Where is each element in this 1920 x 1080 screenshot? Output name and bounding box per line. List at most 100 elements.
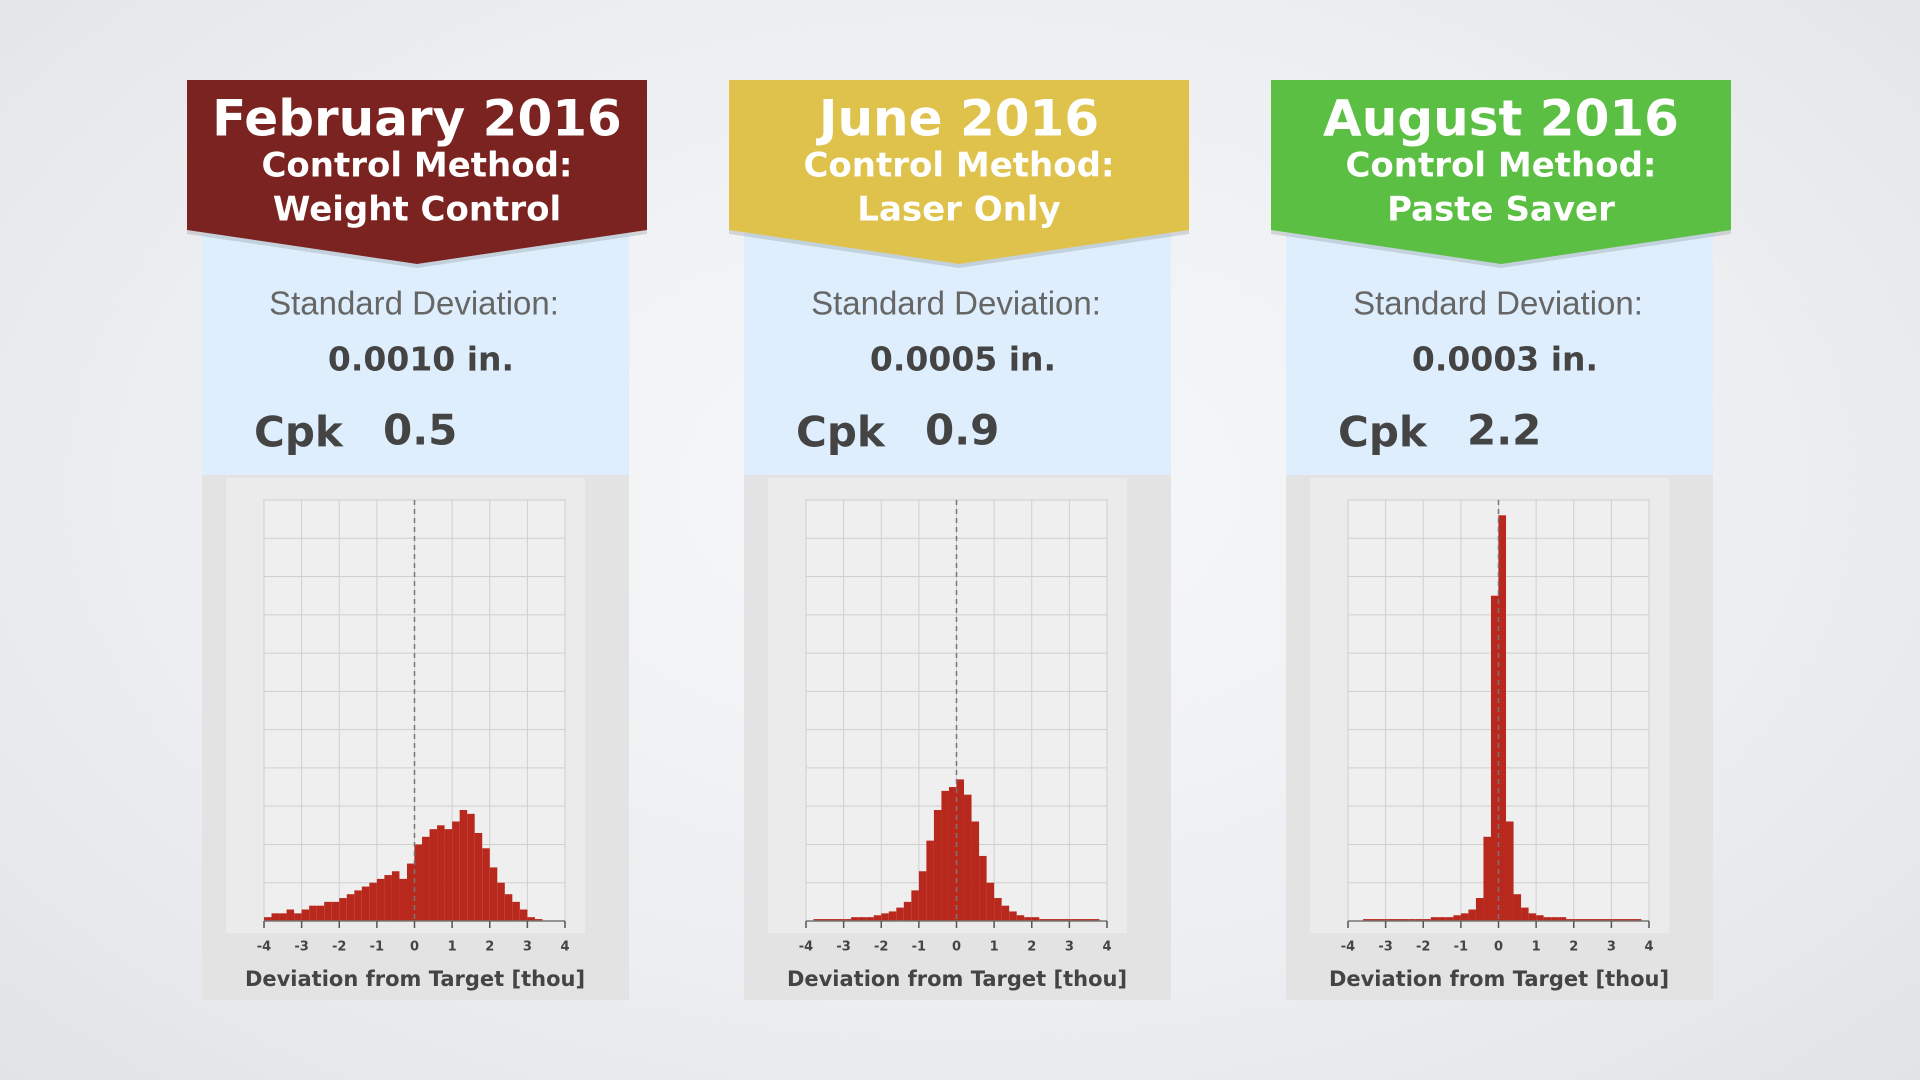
x-tick-label: 4: [1102, 940, 1111, 955]
histogram-bar: [918, 871, 927, 921]
histogram-bar: [1061, 919, 1070, 921]
x-tick-label: -2: [332, 940, 346, 955]
histogram-bar: [1084, 919, 1092, 921]
x-tick-label: 2: [1569, 940, 1578, 955]
histogram-bar: [309, 905, 317, 921]
stats-panel: [202, 233, 629, 475]
x-tick-label: 0: [1494, 940, 1503, 955]
histogram-bar: [1453, 915, 1461, 921]
histogram-bar: [986, 882, 995, 921]
x-tick-label: -4: [1341, 940, 1355, 955]
histogram-bar: [821, 919, 829, 921]
histogram-bar: [534, 919, 543, 921]
histogram-bar: [512, 901, 520, 921]
cpk-value: 2.2: [1467, 406, 1541, 455]
histogram-bar: [948, 787, 957, 921]
histogram-bar: [301, 909, 310, 921]
x-tick-label: -4: [257, 940, 271, 955]
histogram-bar: [828, 919, 837, 921]
histogram-bar: [1415, 919, 1424, 921]
histogram-bar: [1001, 905, 1010, 921]
histogram-bar: [1566, 919, 1574, 921]
histogram-bar: [1603, 919, 1612, 921]
cpk-value: 0.5: [383, 406, 457, 455]
histogram-bar: [1588, 919, 1597, 921]
x-tick-label: 3: [523, 940, 532, 955]
histogram-bar: [324, 901, 332, 921]
x-tick-label: 3: [1607, 940, 1616, 955]
banner-method: Paste Saver: [1387, 190, 1615, 230]
x-tick-label: -3: [1378, 940, 1392, 955]
histogram-bar: [467, 813, 475, 921]
histogram-bar: [956, 779, 965, 921]
x-tick-label: -1: [370, 940, 384, 955]
histogram-bar: [1378, 919, 1386, 921]
histogram-bar: [406, 863, 415, 921]
histogram-bar: [979, 855, 987, 921]
histogram-bar: [369, 882, 377, 921]
histogram-bar: [1498, 515, 1507, 921]
histogram-bar: [1581, 919, 1589, 921]
x-tick-label: 3: [1065, 940, 1074, 955]
histogram-bar: [1626, 919, 1634, 921]
histogram-bar: [933, 810, 942, 921]
histogram-bar: [294, 913, 302, 921]
histogram-bar: [1633, 919, 1642, 921]
x-tick-label: 4: [560, 940, 569, 955]
histogram-bar: [1506, 821, 1514, 921]
cpk-label: Cpk: [254, 408, 344, 457]
histogram-bar: [1016, 915, 1025, 921]
x-tick-label: 1: [990, 940, 999, 955]
histogram-bar: [331, 901, 340, 921]
histogram-bar: [414, 844, 423, 921]
stats-panel: [1286, 233, 1713, 475]
banner: [187, 80, 647, 264]
x-tick-label: -3: [836, 940, 850, 955]
histogram-bar: [1490, 595, 1499, 921]
histogram-bar: [1596, 919, 1604, 921]
banner-method: Weight Control: [273, 190, 561, 230]
x-tick-label: -2: [874, 940, 888, 955]
histogram-bar: [452, 821, 460, 921]
stat-label: Standard Deviation:: [811, 285, 1101, 322]
histogram-bar: [1521, 907, 1529, 921]
histogram-bar: [391, 871, 400, 921]
histogram-bar: [497, 882, 505, 921]
x-tick-label: 4: [1644, 940, 1653, 955]
histogram-bar: [459, 810, 468, 921]
histogram-bar: [1468, 909, 1476, 921]
histogram-bar: [1460, 913, 1469, 921]
stats-panel: [744, 233, 1171, 475]
histogram-bar: [504, 894, 513, 921]
banner: [729, 80, 1189, 264]
histogram-bar: [271, 913, 280, 921]
histogram-bar: [1611, 919, 1619, 921]
histogram-bar: [903, 901, 912, 921]
histogram-bar: [422, 836, 430, 921]
histogram-bar: [994, 898, 1002, 921]
histogram-bar: [1370, 919, 1379, 921]
histogram-bar: [279, 913, 287, 921]
histogram-bar: [843, 919, 852, 921]
histogram-bar: [1475, 898, 1484, 921]
histogram-bar: [399, 878, 407, 921]
histogram-bar: [1091, 919, 1100, 921]
histogram-bar: [316, 905, 325, 921]
histogram-bar: [1009, 911, 1017, 921]
histogram-bar: [1024, 917, 1032, 921]
x-tick-label: 2: [485, 940, 494, 955]
x-tick-label: 2: [1027, 940, 1036, 955]
banner-method: Laser Only: [857, 190, 1060, 230]
histogram-bar: [1528, 913, 1537, 921]
x-tick-label: 1: [448, 940, 457, 955]
histogram-bar: [888, 911, 897, 921]
histogram-bar: [941, 790, 949, 921]
histogram-bar: [1423, 919, 1431, 921]
histogram-bar: [1076, 919, 1085, 921]
histogram-bar: [1536, 915, 1544, 921]
histogram-bar: [1363, 919, 1371, 921]
histogram-bar: [437, 825, 445, 921]
histogram-bar: [519, 909, 528, 921]
